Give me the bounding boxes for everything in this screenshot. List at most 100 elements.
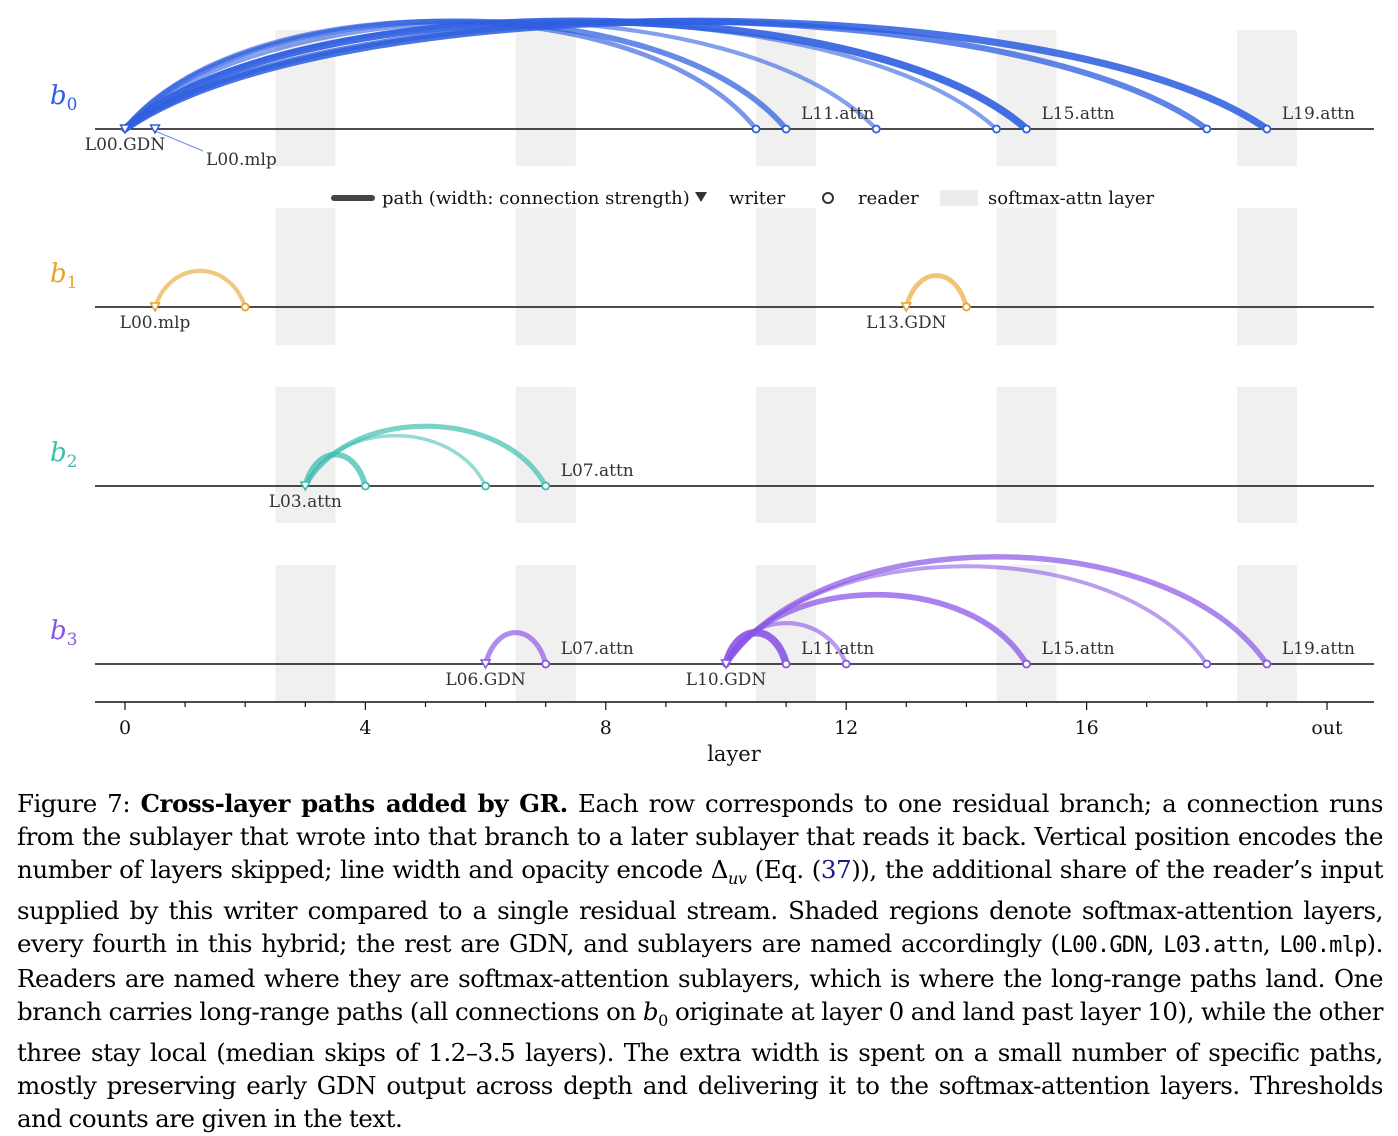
caption-text-4: ). Readers are named where they are soft… bbox=[17, 929, 1383, 1026]
caption-title: Cross-layer paths added by GR. bbox=[140, 789, 569, 818]
node-label: L11.attn bbox=[801, 104, 874, 124]
figure-number: Figure 7: bbox=[17, 789, 141, 818]
equation-reference-link[interactable]: 37 bbox=[820, 854, 852, 884]
reader-marker bbox=[1262, 124, 1272, 134]
reader-marker bbox=[1022, 124, 1031, 134]
reader-marker bbox=[1202, 659, 1212, 669]
branch-label-b0: b0 bbox=[50, 81, 77, 115]
code-L03-attn: L03.attn bbox=[1163, 933, 1263, 959]
x-tick-label: 16 bbox=[1075, 717, 1099, 739]
reader-marker bbox=[1262, 659, 1272, 669]
cross-layer-path-figure: b0 L00.GDN L00.mlp L11.attn L15.attn L19.attn… bbox=[50, 17, 1374, 766]
connection-path bbox=[121, 17, 1031, 133]
node-label: L06.GDN bbox=[445, 670, 526, 690]
writer-icon bbox=[695, 192, 707, 202]
branch-label-b3: b3 bbox=[50, 616, 77, 650]
x-tick-label: out bbox=[1311, 717, 1343, 739]
legend-softmax-swatch bbox=[940, 190, 978, 206]
x-axis-title: layer bbox=[707, 742, 762, 766]
x-tick-label: 0 bbox=[119, 717, 131, 739]
connection-path bbox=[483, 630, 549, 667]
node-label: L13.GDN bbox=[866, 313, 947, 333]
caption-text-1: Each row corresponds to one residual bra… bbox=[17, 789, 1384, 884]
delta-subscript: uv bbox=[728, 868, 747, 888]
softmax-layer-band bbox=[1236, 30, 1297, 166]
b0-base: b bbox=[642, 996, 659, 1026]
node-label: L10.GDN bbox=[686, 670, 767, 690]
reader-icon bbox=[822, 192, 834, 204]
caption-text-5: originate at layer 0 and land past layer… bbox=[17, 996, 1383, 1133]
legend: path (width: connection strength) writer… bbox=[331, 188, 1155, 209]
node-label: L07.attn bbox=[561, 461, 634, 481]
caption-sep-1: , bbox=[1146, 929, 1164, 959]
writer-marker bbox=[149, 302, 161, 313]
branch-row-b1: b1 L00.mlp L13.GDN bbox=[50, 259, 1374, 333]
reader-marker bbox=[1022, 659, 1031, 669]
softmax-layer-band bbox=[515, 208, 576, 345]
branch-row-b0: b0 L00.GDN L00.mlp L11.attn L15.attn L19.attn bbox=[50, 17, 1374, 170]
softmax-layer-band bbox=[515, 30, 576, 166]
reader-marker bbox=[541, 481, 551, 491]
caption-text-3: )), the additional share of the reader’s… bbox=[17, 854, 1383, 959]
reader-marker bbox=[781, 659, 791, 669]
reader-marker bbox=[240, 302, 250, 312]
writer-marker bbox=[479, 659, 492, 670]
legend-path-label: path (width: connection strength) bbox=[382, 188, 690, 209]
legend-writer-label: writer bbox=[729, 188, 786, 209]
softmax-layer-band bbox=[756, 30, 817, 166]
softmax-layer-band bbox=[1236, 208, 1297, 345]
b0-symbol: b0 bbox=[642, 996, 668, 1030]
connection-path bbox=[121, 17, 1271, 133]
softmax-shading bbox=[275, 30, 1297, 702]
reader-marker bbox=[871, 124, 881, 134]
softmax-layer-band bbox=[996, 565, 1057, 702]
softmax-layer-band bbox=[275, 565, 336, 702]
branch-rows: b0 L00.GDN L00.mlp L11.attn L15.attn L19.attn… bbox=[50, 17, 1374, 690]
x-tick-label: 12 bbox=[834, 717, 858, 739]
branch-label-b2: b2 bbox=[50, 438, 77, 472]
writer-marker bbox=[119, 124, 131, 135]
branch-row-b2: b2 L03.attn L07.attn bbox=[50, 423, 1374, 512]
code-L00-mlp: L00.mlp bbox=[1279, 933, 1367, 959]
node-label: L19.attn bbox=[1282, 639, 1355, 659]
writer-marker bbox=[149, 124, 161, 135]
connection-path bbox=[152, 268, 248, 310]
branch-row-b3: b3 L06.GDN L07.attn L10.GDN L11.attn L15.attn… bbox=[50, 554, 1374, 690]
caption-text-2: (Eq. ( bbox=[746, 854, 822, 884]
node-label: L00.mlp bbox=[120, 313, 191, 333]
reader-marker bbox=[841, 659, 851, 669]
node-label: L00.GDN bbox=[85, 135, 166, 155]
writer-marker bbox=[720, 659, 732, 670]
reader-marker bbox=[481, 481, 491, 491]
node-label: L03.attn bbox=[269, 492, 342, 512]
writer-marker bbox=[900, 302, 913, 313]
caption-sep-2: , bbox=[1262, 929, 1280, 959]
softmax-layer-band bbox=[756, 387, 817, 523]
x-tick-label: 8 bbox=[600, 717, 612, 739]
softmax-layer-band bbox=[996, 387, 1057, 523]
reader-marker bbox=[992, 124, 1001, 134]
softmax-layer-band bbox=[1236, 387, 1297, 523]
code-L00-GDN: L00.GDN bbox=[1059, 933, 1148, 959]
figure-caption: Figure 7: Cross-layer paths added by GR.… bbox=[17, 788, 1383, 1136]
label-leader-line bbox=[154, 130, 204, 152]
b0-subscript: 0 bbox=[658, 1010, 668, 1030]
softmax-layer-band bbox=[1236, 565, 1297, 702]
branch-label-b1: b1 bbox=[50, 259, 77, 293]
reader-marker bbox=[360, 481, 370, 491]
delta-symbol: Δuv bbox=[710, 854, 747, 888]
reader-marker bbox=[751, 124, 761, 134]
reader-marker bbox=[962, 302, 971, 312]
delta-glyph: Δ bbox=[710, 854, 729, 884]
connection-path bbox=[723, 554, 1270, 667]
arc-diagram-chart: b0 L00.GDN L00.mlp L11.attn L15.attn L19.attn… bbox=[50, 17, 1374, 766]
connection-path bbox=[903, 273, 969, 310]
writer-marker bbox=[299, 481, 312, 492]
softmax-layer-band bbox=[996, 208, 1057, 345]
legend-reader-label: reader bbox=[858, 188, 919, 209]
reader-marker bbox=[541, 659, 551, 669]
x-tick-label: 4 bbox=[359, 717, 371, 739]
softmax-layer-band bbox=[756, 208, 817, 345]
node-label: L11.attn bbox=[801, 639, 874, 659]
reader-marker bbox=[1202, 124, 1212, 134]
